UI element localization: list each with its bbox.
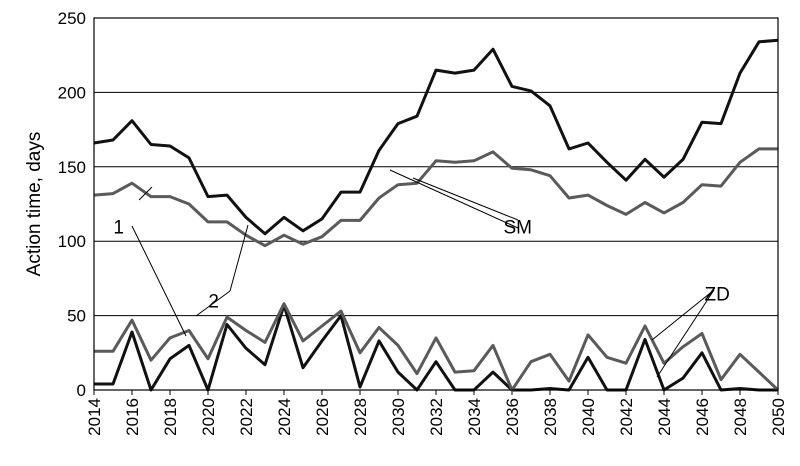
y-tick-label: 150: [58, 158, 86, 177]
series-sm-curve-2: [93, 147, 778, 248]
leader-zd-to-curve-1: [656, 289, 715, 378]
x-tick-label: 2034: [465, 398, 484, 436]
x-tick-label: 2028: [351, 398, 370, 436]
gridlines: [94, 91, 778, 317]
leader-sm-to-curve-2: [412, 177, 519, 221]
y-tick-label: 250: [58, 9, 86, 28]
y-tick-label: 50: [67, 307, 86, 326]
leader-2-to-zd: [195, 290, 231, 317]
y-axis-title: Action time, days: [24, 132, 45, 277]
series-zd-curve-1: [94, 303, 778, 392]
x-tick-label: 2040: [579, 398, 598, 436]
x-tick-label: 2018: [161, 398, 180, 436]
annotation-label-2: 2: [208, 292, 219, 313]
x-tick-label: 2014: [85, 398, 104, 436]
plot-frame: [93, 17, 779, 391]
y-tick-label: 100: [58, 232, 86, 251]
leader-1-to-sm: [138, 186, 153, 201]
x-tick-label: 2016: [123, 398, 142, 436]
x-tick-label: 2026: [313, 398, 332, 436]
x-tick-label: 2048: [731, 398, 750, 436]
leader-sm-to-curve-1: [389, 169, 519, 229]
x-tick-label: 2050: [769, 398, 788, 436]
x-tick-label: 2020: [199, 398, 218, 436]
leader-2-to-sm: [229, 224, 249, 292]
series-sm-curve-1: [93, 38, 779, 236]
series-zd-curve-2: [94, 302, 780, 392]
leader-zd-to-curve-2: [651, 289, 715, 341]
annotation-label-1: 1: [113, 217, 124, 238]
annotation-leaders: [131, 169, 715, 378]
annotation-labels: 1 2 SM ZD: [113, 217, 729, 312]
x-tick-label: 2030: [389, 398, 408, 436]
y-tick-label: 0: [77, 381, 86, 400]
x-tick-label: 2022: [237, 398, 256, 436]
x-tick-label: 2046: [693, 398, 712, 436]
leader-1-to-zd: [131, 225, 187, 337]
annotation-label-zd: ZD: [705, 284, 730, 305]
y-tick-label: 200: [58, 83, 86, 102]
y-tick-labels: 0 50 100 150 200 250: [58, 9, 86, 400]
x-tick-label: 2042: [617, 398, 636, 436]
x-tick-label: 2044: [655, 398, 674, 436]
x-tick-label: 2032: [427, 398, 446, 436]
x-tick-label: 2036: [503, 398, 522, 436]
x-tick-label: 2038: [541, 398, 560, 436]
x-tick-label: 2024: [275, 398, 294, 436]
annotation-label-sm: SM: [503, 217, 532, 238]
x-tick-labels: 2014 2016 2018 2020 2022 2024 2026 2028 2030 2032…: [85, 390, 788, 436]
